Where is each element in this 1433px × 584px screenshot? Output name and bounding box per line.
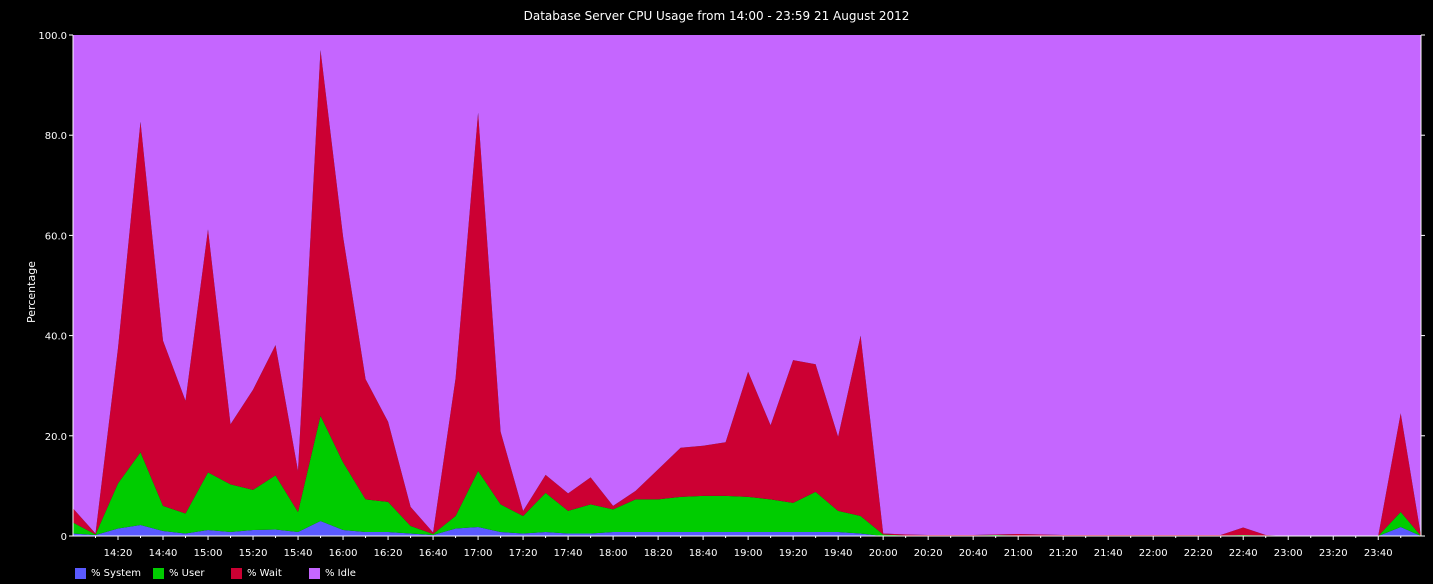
legend-label: % Idle [325,567,356,579]
legend-swatch [231,567,242,579]
y-tick-label: 0 [61,532,67,543]
stacked-areas [73,35,1421,536]
legend-item: % Wait [231,566,309,580]
legend-item: % System [75,566,153,580]
x-tick-label: 18:00 [599,548,628,559]
x-tick-label: 14:40 [149,548,178,559]
series-area-system [73,521,1421,536]
legend-swatch [75,567,86,579]
x-tick-label: 17:40 [554,548,583,559]
x-tick-label: 18:20 [644,548,673,559]
x-tick-label: 23:20 [1319,548,1348,559]
x-tick-label: 21:20 [1049,548,1078,559]
x-tick-label: 19:20 [779,548,808,559]
x-tick-label: 20:20 [914,548,943,559]
x-tick-label: 19:40 [824,548,853,559]
series-area-idle [73,35,1421,536]
x-tick-label: 22:40 [1229,548,1258,559]
legend-label: % Wait [247,567,282,579]
x-tick-label: 20:00 [869,548,898,559]
x-tick-label: 22:20 [1184,548,1213,559]
x-tick-label: 15:40 [284,548,313,559]
y-tick-label: 80.0 [45,131,67,142]
x-tick-label: 14:20 [104,548,133,559]
y-tick-label: 100.0 [38,31,67,42]
legend-item: % User [153,566,231,580]
x-tick-label: 21:00 [1004,548,1033,559]
legend-swatch [153,567,164,579]
x-tick-label: 16:40 [419,548,448,559]
x-tick-label: 16:20 [374,548,403,559]
x-tick-label: 22:00 [1139,548,1168,559]
legend: % System % User % Wait % Idle [75,566,387,580]
y-tick-label: 20.0 [45,432,67,443]
x-tick-label: 20:40 [959,548,988,559]
x-tick-label: 16:00 [329,548,358,559]
y-tick-label: 40.0 [45,332,67,343]
chart-title: Database Server CPU Usage from 14:00 - 2… [523,9,910,23]
legend-label: % User [169,567,205,579]
y-axis-label: Percentage [25,261,38,323]
x-tick-label: 18:40 [689,548,718,559]
x-tick-label: 15:20 [239,548,268,559]
legend-label: % System [91,567,141,579]
x-tick-label: 17:20 [509,548,538,559]
series-area-user [73,415,1421,536]
series-area-wait [73,50,1421,536]
x-tick-label: 17:00 [464,548,493,559]
legend-item: % Idle [309,566,387,580]
x-tick-label: 21:40 [1094,548,1123,559]
x-tick-label: 23:40 [1364,548,1393,559]
x-tick-label: 19:00 [734,548,763,559]
x-tick-label: 23:00 [1274,548,1303,559]
y-tick-label: 60.0 [45,231,67,242]
legend-swatch [309,567,320,579]
x-tick-label: 15:00 [194,548,223,559]
axes: 0 20.0 40.0 60.0 80.0 100.0 14:20 14:40 15:00 15:… [38,31,1425,559]
cpu-usage-chart: 0 20.0 40.0 60.0 80.0 100.0 14:20 14:40 15:00 15:… [25,31,1425,559]
